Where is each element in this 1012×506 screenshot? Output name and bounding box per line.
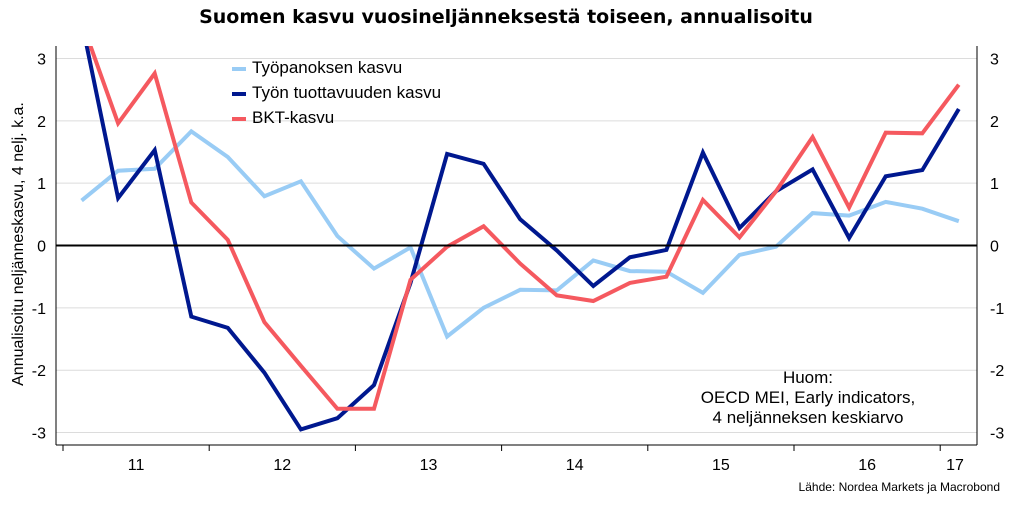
y-tick-label-right-5: 2 [990, 114, 999, 131]
y-tick-label-left-6: 3 [37, 51, 46, 68]
x-tick-label-0: 11 [128, 457, 145, 474]
y-tick-label-right-1: -2 [990, 363, 1004, 380]
legend-swatch-tuottavuus [232, 92, 246, 96]
x-tick-label-3: 14 [566, 457, 584, 474]
y-tick-label-right-2: -1 [990, 301, 1004, 318]
y-tick-label-right-4: 1 [990, 176, 999, 193]
y-tick-label-left-2: -1 [32, 301, 46, 318]
y-tick-label-right-6: 3 [990, 51, 999, 68]
legend-swatch-tyopanos [232, 67, 246, 71]
legend-swatch-bkt [232, 117, 246, 121]
x-tick-label-6: 17 [946, 457, 964, 474]
legend-label-tyopanos: Työpanoksen kasvu [252, 58, 403, 77]
x-tick-label-5: 16 [858, 457, 876, 474]
source-note: Lähde: Nordea Markets ja Macrobond [798, 480, 1000, 494]
y-tick-label-right-3: 0 [990, 239, 999, 256]
note-line-1: Huom: [782, 368, 834, 387]
legend-label-bkt: BKT-kasvu [252, 108, 335, 127]
y-tick-label-left-4: 1 [37, 176, 46, 193]
note-line-2: OECD MEI, Early indicators, [700, 388, 916, 407]
y-tick-label-left-5: 2 [37, 114, 46, 131]
y-axis-label: Annualisoitu neljänneskasvu, 4 nelj. k.a… [10, 102, 27, 386]
chart-note: Huom: OECD MEI, Early indicators, 4 nelj… [690, 368, 926, 428]
x-tick-label-4: 15 [712, 457, 730, 474]
y-tick-label-left-1: -2 [32, 363, 46, 380]
y-tick-label-right-0: -3 [990, 426, 1004, 443]
y-tick-label-left-3: 0 [37, 239, 46, 256]
series-line-2 [88, 46, 961, 411]
series-line-1 [84, 46, 961, 432]
note-line-3: 4 neljänneksen keskiarvo [712, 408, 904, 427]
legend-label-tuottavuus: Työn tuottavuuden kasvu [252, 83, 442, 102]
series-line-0 [80, 128, 960, 340]
y-tick-label-left-0: -3 [32, 426, 46, 443]
x-tick-label-1: 12 [273, 457, 291, 474]
x-tick-label-2: 13 [420, 457, 438, 474]
chart-title: Suomen kasvu vuosineljänneksestä toiseen… [199, 6, 813, 28]
